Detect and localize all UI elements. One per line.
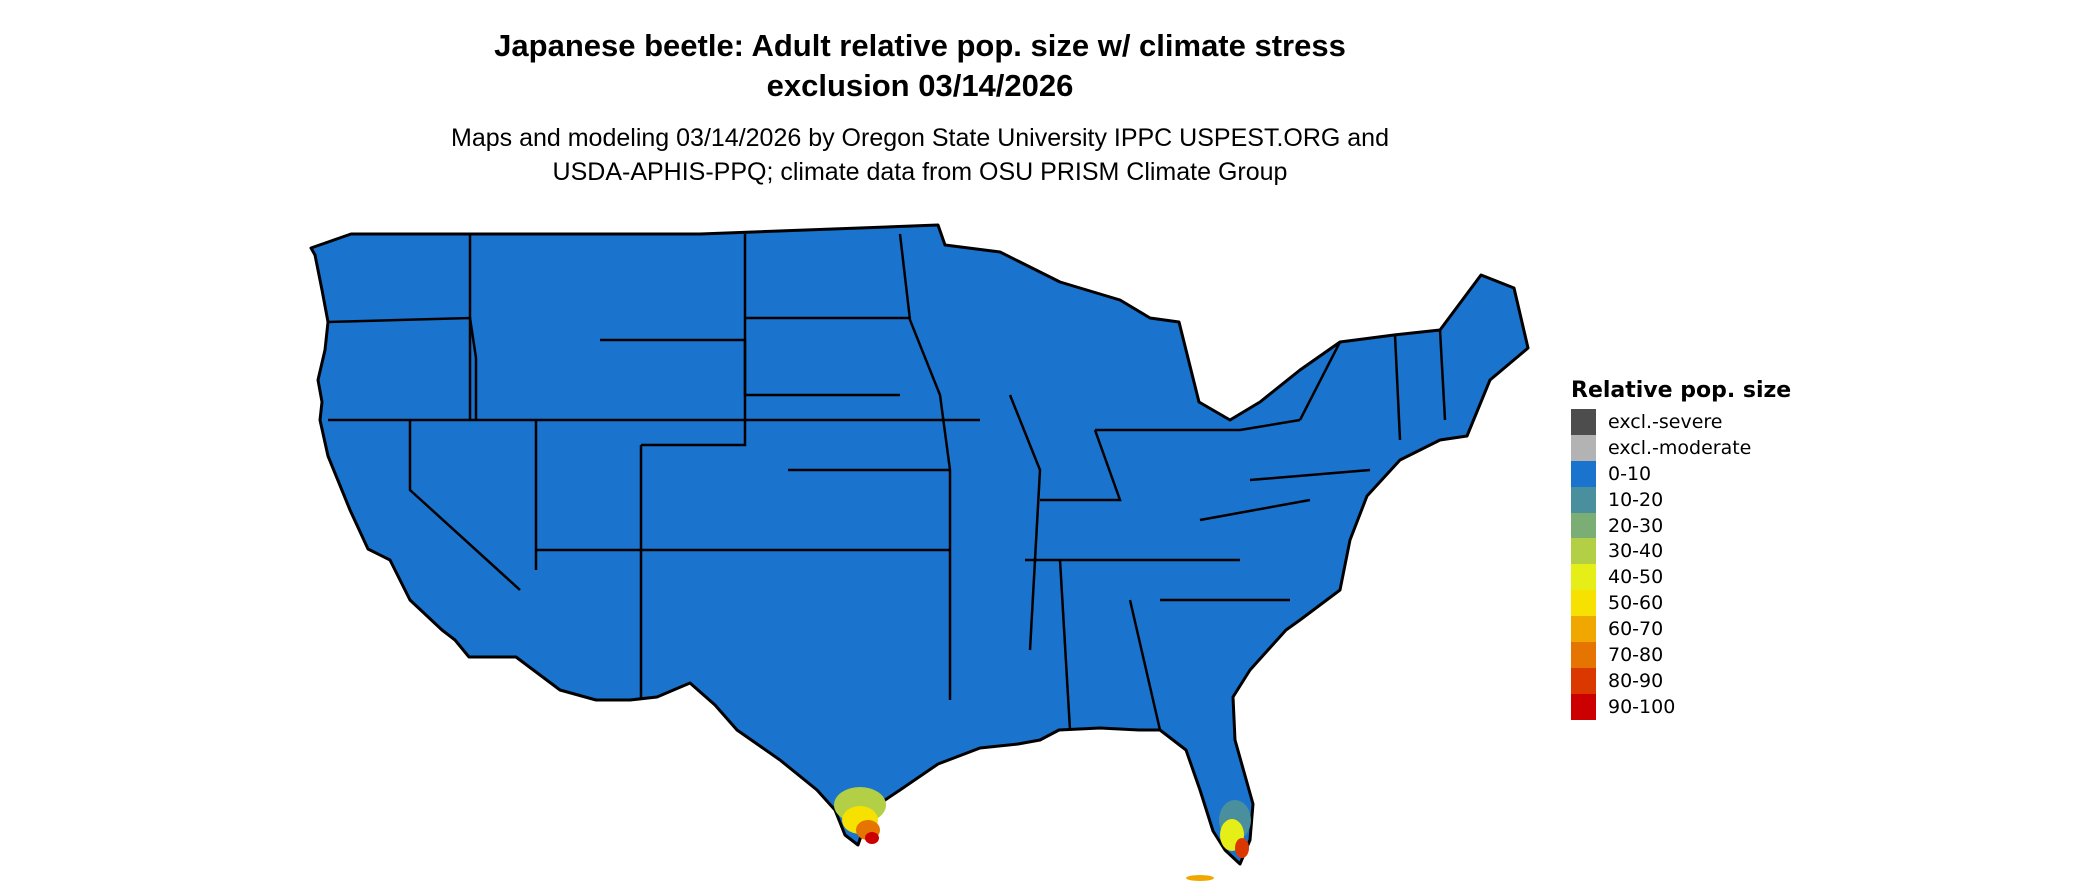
us-outline xyxy=(309,223,1530,866)
legend-swatch xyxy=(1571,460,1596,487)
legend-label: 80-90 xyxy=(1608,669,1664,692)
legend-label: 60-70 xyxy=(1608,618,1664,641)
legend-label: 50-60 xyxy=(1608,592,1664,615)
legend-swatch xyxy=(1571,408,1596,435)
legend-swatch xyxy=(1571,434,1596,461)
legend-item: 0-10 xyxy=(1571,460,1791,487)
legend-title: Relative pop. size xyxy=(1571,378,1792,403)
legend-label: excl.-severe xyxy=(1608,410,1723,433)
legend-label: 10-20 xyxy=(1608,488,1664,511)
legend-item: 30-40 xyxy=(1571,538,1791,565)
legend-item: 80-90 xyxy=(1571,667,1791,694)
title-line-1: Japanese beetle: Adult relative pop. siz… xyxy=(494,28,1346,63)
legend-swatch xyxy=(1571,564,1596,591)
legend-item: excl.-severe xyxy=(1571,408,1791,435)
legend-label: 90-100 xyxy=(1608,695,1676,718)
subtitle-line-1: Maps and modeling 03/14/2026 by Oregon S… xyxy=(451,124,1389,152)
legend-item: 10-20 xyxy=(1571,486,1791,513)
legend-item: 90-100 xyxy=(1571,693,1791,720)
legend-item: 20-30 xyxy=(1571,512,1791,539)
legend-swatch xyxy=(1571,616,1596,643)
legend-label: 0-10 xyxy=(1608,462,1652,485)
subtitle-line-2: USDA-APHIS-PPQ; climate data from OSU PR… xyxy=(552,158,1288,186)
legend-swatch xyxy=(1571,512,1596,539)
legend-swatch xyxy=(1571,538,1596,565)
legend-item: 40-50 xyxy=(1571,564,1791,591)
legend-label: 30-40 xyxy=(1608,540,1664,563)
legend-swatch xyxy=(1571,641,1596,668)
legend-item: 60-70 xyxy=(1571,616,1791,643)
legend-swatch xyxy=(1571,590,1596,617)
legend-item: 50-60 xyxy=(1571,590,1791,617)
legend-item: excl.-moderate xyxy=(1571,434,1791,461)
legend-label: excl.-moderate xyxy=(1608,436,1752,459)
hotspot-south-texas xyxy=(834,787,886,844)
legend-label: 40-50 xyxy=(1608,566,1664,589)
hotspot-south-florida xyxy=(1186,800,1251,881)
legend: Relative pop. size excl.-severe excl.-mod… xyxy=(1571,378,1791,720)
state-borders xyxy=(327,233,1447,731)
title-line-2: exclusion 03/14/2026 xyxy=(766,68,1074,103)
legend-swatch xyxy=(1571,693,1596,720)
legend-label: 70-80 xyxy=(1608,643,1664,666)
legend-swatch xyxy=(1571,667,1596,694)
legend-item: 70-80 xyxy=(1571,641,1791,668)
legend-swatch xyxy=(1571,486,1596,513)
legend-label: 20-30 xyxy=(1608,514,1664,537)
